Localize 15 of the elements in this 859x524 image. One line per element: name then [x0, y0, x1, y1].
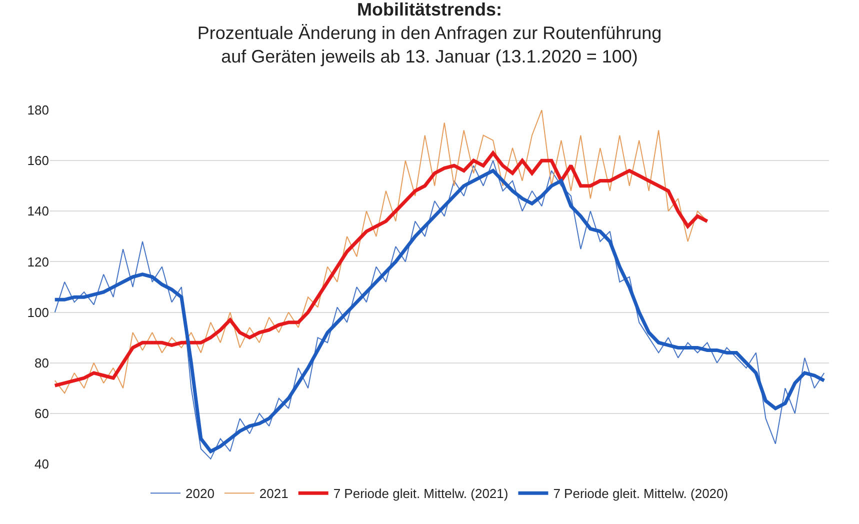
y-tick-label: 100 — [27, 304, 49, 320]
legend-label: 2021 — [259, 486, 288, 502]
y-tick-label: 140 — [27, 204, 49, 219]
y-tick-label: 120 — [27, 254, 49, 270]
chart-subtitle: Prozentuale Änderung in den Anfragen zur Routenführung auf Geräten jeweils ab 13. Januar (13.1.2020 = 100) — [197, 23, 662, 67]
legend-label: 7 Periode gleit. Mittelw. (2020) — [553, 486, 728, 502]
y-tick-label: 160 — [27, 153, 49, 168]
legend-label: 7 Periode gleit. Mittelw. (2021) — [333, 486, 508, 502]
y-tick-label: 180 — [27, 102, 49, 118]
y-tick-label: 80 — [34, 355, 49, 370]
y-tick-label: 40 — [34, 456, 49, 472]
y-tick-label: 60 — [34, 406, 49, 421]
legend-label: 2020 — [186, 486, 214, 502]
chart-title: Mobilitätstrends: — [356, 0, 502, 20]
line-series — [53, 151, 710, 388]
